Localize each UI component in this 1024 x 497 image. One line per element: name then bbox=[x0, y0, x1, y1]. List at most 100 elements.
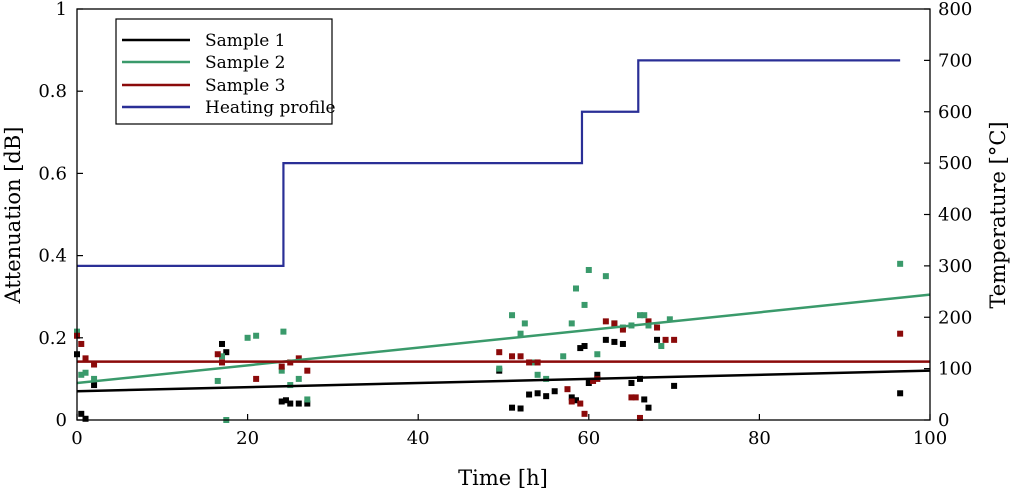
sample-3-point bbox=[628, 394, 635, 401]
y2-tick-label: 100 bbox=[938, 359, 972, 380]
sample-2-point bbox=[496, 365, 503, 372]
sample-2-point bbox=[280, 328, 287, 335]
sample-3-point bbox=[602, 318, 609, 325]
sample-2-point bbox=[573, 285, 580, 292]
sample-2-point bbox=[214, 377, 221, 384]
heating-profile-line bbox=[77, 59, 901, 267]
sample-3-point bbox=[636, 414, 643, 421]
sample-2-point bbox=[244, 334, 251, 341]
sample-3-point bbox=[82, 355, 89, 362]
sample-1-point bbox=[654, 336, 661, 343]
sample-1-point bbox=[641, 396, 648, 403]
sample-2-point bbox=[82, 369, 89, 376]
y-tick-label: 0.8 bbox=[38, 81, 67, 102]
x-tick-label: 20 bbox=[236, 428, 259, 449]
sample-3-point bbox=[611, 320, 618, 327]
sample-2-point bbox=[91, 375, 98, 382]
sample-3-point bbox=[645, 318, 652, 325]
sample-1-point bbox=[573, 397, 580, 404]
sample-1-point bbox=[585, 380, 592, 387]
sample-2-point bbox=[594, 351, 601, 358]
sample-1-point bbox=[304, 400, 311, 407]
sample-1-point bbox=[82, 415, 89, 422]
sample-1-point bbox=[594, 371, 601, 378]
sample-2-point bbox=[636, 312, 643, 319]
sample-2-fit-line bbox=[76, 293, 931, 385]
sample-1-point bbox=[91, 382, 98, 389]
legend-label-sample-3: Sample 3 bbox=[205, 76, 286, 96]
sample-3-point bbox=[295, 355, 302, 362]
sample-2-point bbox=[534, 371, 541, 378]
x-axis-label: Time [h] bbox=[458, 466, 548, 490]
sample-1-point bbox=[295, 400, 302, 407]
sample-1-point bbox=[282, 397, 289, 404]
sample-3-point bbox=[517, 353, 524, 360]
y-axis-label: Attenuation [dB] bbox=[1, 127, 25, 305]
y2-tick-label: 500 bbox=[938, 153, 972, 174]
sample-2-point bbox=[658, 343, 665, 350]
x-tick-label: 80 bbox=[748, 428, 771, 449]
sample-1-point bbox=[219, 340, 226, 347]
sample-3-point bbox=[671, 336, 678, 343]
sample-1-point bbox=[568, 394, 575, 401]
sample-2-point bbox=[585, 266, 592, 273]
y-tick-label: 0.6 bbox=[38, 163, 67, 184]
sample-1-point bbox=[581, 343, 588, 350]
sample-1-point bbox=[287, 400, 294, 407]
sample-1-point bbox=[517, 405, 524, 412]
sample-2-point bbox=[509, 312, 516, 319]
sample-2-point bbox=[897, 260, 904, 267]
y2-tick-label: 800 bbox=[938, 0, 972, 20]
sample-2-point bbox=[219, 353, 226, 360]
sample-3-point bbox=[654, 324, 661, 331]
sample-3-point bbox=[581, 410, 588, 417]
sample-2-point bbox=[521, 320, 528, 327]
x-tick-label: 100 bbox=[913, 428, 947, 449]
sample-2-point bbox=[602, 273, 609, 280]
legend: Sample 1 Sample 2 Sample 3 Heating profi… bbox=[115, 18, 336, 125]
sample-2-point bbox=[304, 396, 311, 403]
sample-2-point bbox=[645, 322, 652, 329]
y-tick-label: 0 bbox=[56, 410, 67, 431]
sample-3-point bbox=[78, 340, 85, 347]
legend-label-sample-1: Sample 1 bbox=[205, 31, 286, 51]
sample-3-point bbox=[632, 394, 639, 401]
sample-1-point bbox=[645, 404, 652, 411]
sample-1-point bbox=[551, 388, 558, 395]
sample-2-point bbox=[641, 312, 648, 319]
y2-tick-label: 700 bbox=[938, 50, 972, 71]
sample-1-point bbox=[526, 391, 533, 398]
legend-label-sample-2: Sample 2 bbox=[205, 53, 286, 73]
sample-1-point bbox=[223, 349, 230, 356]
legend-label-heating-profile: Heating profile bbox=[205, 98, 336, 118]
y-tick-label: 0.4 bbox=[38, 246, 67, 267]
sample-1-point bbox=[534, 390, 541, 397]
sample-1-point bbox=[897, 390, 904, 397]
sample-2-point bbox=[568, 320, 575, 327]
axes: 0 20 40 60 80 10000.20.40.60.8101002003004005… bbox=[38, 0, 972, 449]
sample-1-point bbox=[611, 338, 618, 345]
sample-3-point bbox=[91, 361, 98, 368]
sample-1-point bbox=[78, 410, 85, 417]
y2-tick-label: 300 bbox=[938, 256, 972, 277]
sample-3-point bbox=[619, 326, 626, 333]
sample-1-point bbox=[619, 340, 626, 347]
y-tick-label: 1 bbox=[56, 0, 67, 20]
x-tick-label: 60 bbox=[577, 428, 600, 449]
y-tick-label: 0.2 bbox=[38, 328, 67, 349]
sample-3-point bbox=[897, 330, 904, 337]
x-tick-label: 40 bbox=[407, 428, 430, 449]
y2-tick-label: 600 bbox=[938, 102, 972, 123]
sample-3-point bbox=[214, 351, 221, 358]
sample-3-point bbox=[304, 367, 311, 374]
sample-1-point bbox=[628, 380, 635, 387]
sample-1-point bbox=[602, 336, 609, 343]
sample-2-point bbox=[278, 367, 285, 374]
sample-3-point bbox=[662, 336, 669, 343]
sample-3-point bbox=[278, 363, 285, 370]
sample-1-point bbox=[671, 382, 678, 389]
y2-tick-label: 0 bbox=[938, 410, 949, 431]
y2-tick-label: 400 bbox=[938, 205, 972, 226]
sample-3-point bbox=[509, 353, 516, 360]
